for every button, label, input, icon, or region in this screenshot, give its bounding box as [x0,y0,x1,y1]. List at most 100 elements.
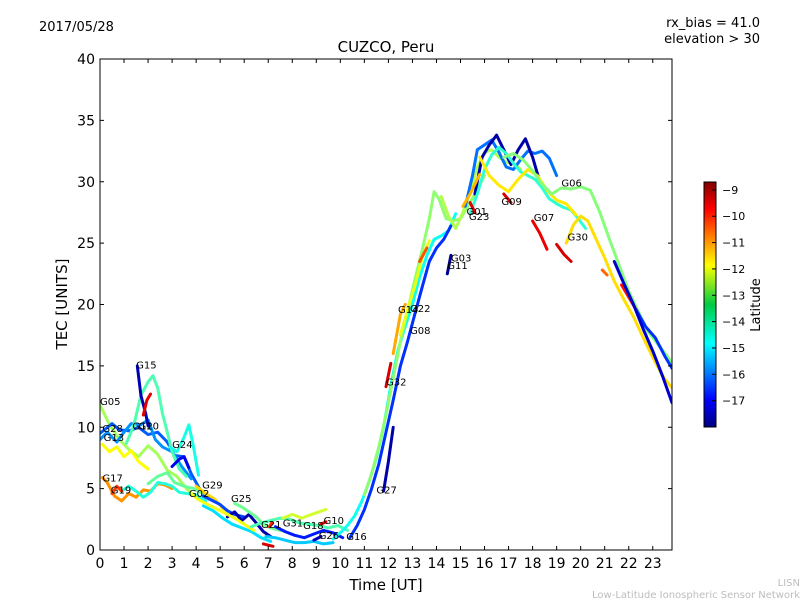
satellite-label: G19 [111,486,131,497]
satellite-label: G30 [568,233,588,244]
series-line-30 [382,425,395,493]
series-line-40 [478,155,578,217]
series-line-15 [225,510,273,538]
satellite-label: G03 [451,254,471,265]
x-tick-label: 22 [620,556,638,572]
x-tick-label: 12 [379,556,397,572]
date-label: 2017/05/28 [39,20,114,35]
series-line-3 [100,442,150,471]
x-tick-label: 19 [548,556,566,572]
satellite-label: G28 [102,424,122,435]
satellite-label: G24 [172,440,192,451]
series-line-4 [124,374,188,478]
y-axis: 0 5 10 15 20 25 30 35 40 [77,52,672,559]
series-line-51 [612,260,672,405]
colorbar-tick-label: −10 [722,210,745,223]
colorbar-tick-label: −14 [722,316,745,329]
series-line-37 [463,138,559,208]
series-line-10 [120,481,208,503]
x-axis: 0 1 2 3 4 5 6 7 8 9 10 11 12 13 14 15 16 17 18 19 20 21 22 23 [96,59,662,572]
y-tick-label: 0 [86,543,95,559]
elevation-label: elevation > 30 [664,32,760,47]
y-tick-label: 5 [86,482,95,498]
x-tick-label: 21 [596,556,614,572]
series-line-12 [110,484,124,495]
series-line-11 [146,471,215,500]
satellite-label: G07 [534,213,554,224]
series-line-47 [461,172,482,208]
colorbar-tick-label: −13 [722,289,745,302]
x-tick-label: 13 [404,556,422,572]
x-tick-label: 0 [96,556,105,572]
series-line-0 [100,403,198,499]
y-tick-label: 10 [77,420,95,436]
colorbar-tick-label: −15 [722,342,745,355]
series-line-41 [502,152,672,365]
y-tick-label: 35 [77,113,95,129]
x-tick-label: 8 [288,556,297,572]
x-tick-label: 5 [216,556,225,572]
colorbar-tick-label: −16 [722,368,745,381]
satellite-label: G16 [346,532,366,543]
x-tick-label: 14 [428,556,446,572]
satellite-label: G27 [376,486,396,497]
x-tick-label: 23 [644,556,662,572]
series-line-28 [348,224,453,540]
colorbar-tick-label: −11 [722,237,745,250]
y-axis-label: TEC [UNITS] [53,259,71,351]
series-line-50 [634,307,672,370]
series-line-18 [189,492,256,532]
x-axis-label: Time [UT] [348,576,422,594]
x-tick-label: 2 [144,556,153,572]
series-line-22 [281,508,328,520]
satellite-label: G02 [189,489,209,500]
x-tick-label: 16 [476,556,494,572]
footer-network: Low-Latitude Ionospheric Sensor Network [592,590,800,600]
x-tick-label: 10 [331,556,349,572]
satellite-label: G17 [102,473,122,484]
series-line-32 [391,303,407,356]
satellite-label: G10 [139,422,159,433]
x-tick-label: 4 [192,556,201,572]
series-line-44 [531,219,549,251]
satellite-label: G12 [132,422,152,433]
x-tick-label: 7 [264,556,273,572]
x-tick-label: 18 [524,556,542,572]
series-line-45 [555,242,573,263]
series-line-6 [141,392,152,417]
satellite-label: G29 [202,481,222,492]
satellite-label: G11 [447,261,467,272]
series-line-19 [261,542,275,548]
x-tick-label: 3 [168,556,177,572]
satellite-label: G21 [261,520,281,531]
series-line-8 [170,455,191,470]
satellite-label: G32 [386,378,406,389]
x-tick-label: 9 [312,556,321,572]
y-tick-label: 30 [77,175,95,191]
series-line-25 [312,535,323,542]
series-line-21 [249,516,349,532]
chart-title: CUZCO, Peru [338,38,435,56]
series-line-16 [201,504,273,543]
satellite-label: G13 [104,433,124,444]
series-line-34 [418,246,429,263]
colorbar-label: Latitude [749,278,764,332]
series-line-7 [168,423,200,477]
series-line-31 [384,361,393,389]
series-line-5 [135,364,150,428]
series-line-35 [445,253,453,276]
x-tick-label: 15 [452,556,470,572]
colorbar-tick-label: −12 [722,263,745,276]
satellite-label: G23 [469,212,489,223]
rx-bias-label: rx_bias = 41.0 [666,16,760,31]
series-line-26 [319,520,328,526]
series-line-42 [564,214,672,390]
satellite-label: G09 [501,197,521,208]
colorbar-tick-label: −9 [722,184,738,197]
satellite-label: G06 [561,179,581,190]
x-tick-label: 20 [572,556,590,572]
colorbar-ticks: −17 −16 −15 −14 −13 −12 −11 −10 −9 [712,184,745,408]
series-line-43 [502,192,513,205]
